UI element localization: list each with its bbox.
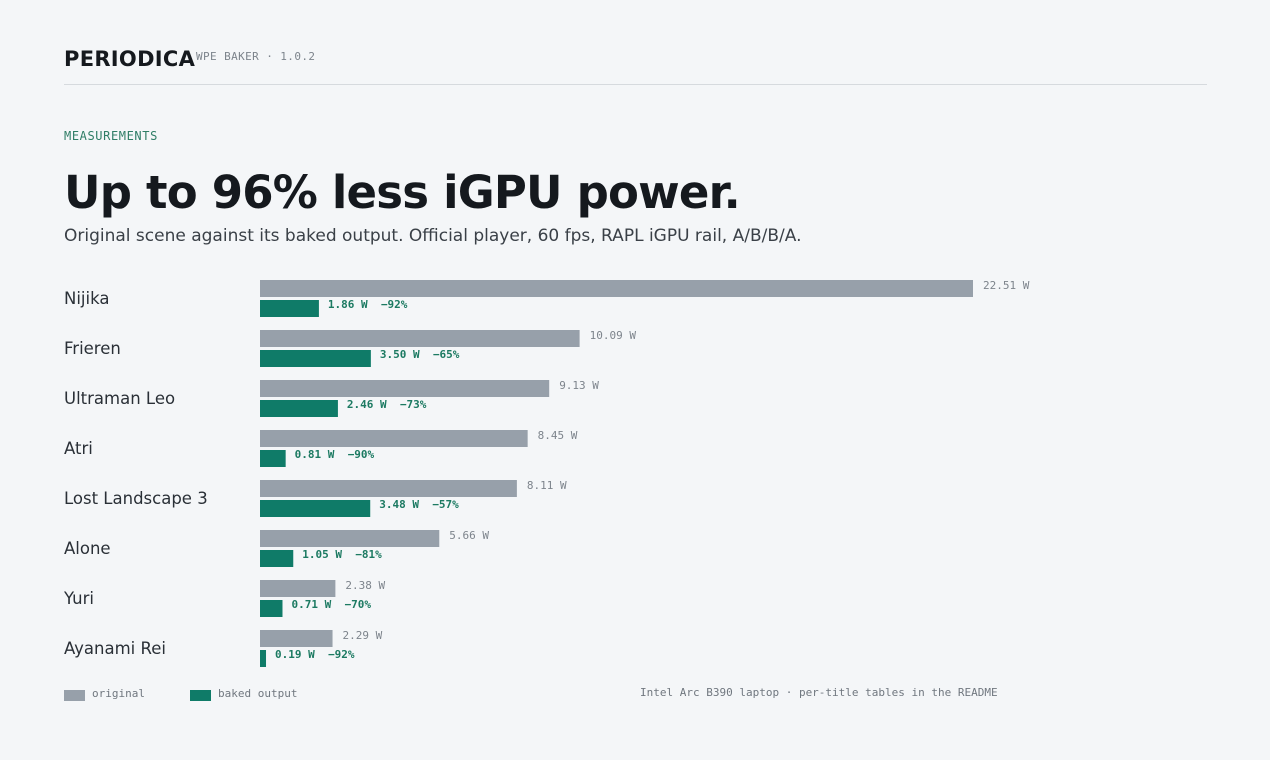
footnote: Intel Arc B390 laptop · per-title tables…: [640, 686, 998, 699]
bar-original: [260, 530, 440, 547]
bar-baked: [260, 500, 371, 517]
legend-swatch-baked: [190, 690, 211, 701]
category-label: Lost Landscape 3: [64, 489, 208, 508]
category-label: Nijika: [64, 289, 109, 308]
bar-original: [260, 480, 517, 497]
bar-baked: [260, 350, 371, 367]
bar-baked: [260, 400, 338, 417]
bar-baked: [260, 300, 319, 317]
value-label-baked: 1.86 W −92%: [328, 298, 408, 311]
value-label-baked: 0.19 W −92%: [275, 648, 355, 661]
bar-baked: [260, 650, 267, 667]
headline: Up to 96% less iGPU power.: [64, 166, 741, 219]
power-bar-chart: Nijika 22.51 W 1.86 W −92% Frieren 10.09 W 3.…: [63, 279, 1030, 667]
category-label: Atri: [64, 439, 93, 458]
legend-label-original: original: [92, 687, 145, 700]
legend-swatch-original: [64, 690, 85, 701]
subheadline: Original scene against its baked output.…: [64, 226, 802, 246]
value-label-baked: 0.71 W −70%: [291, 598, 371, 611]
value-label-original: 2.38 W: [345, 579, 385, 592]
bar-original: [260, 380, 550, 397]
bar-baked: [260, 550, 294, 567]
value-label-original: 9.13 W: [559, 379, 599, 392]
bar-original: [260, 580, 336, 597]
value-label-baked: 3.50 W −65%: [380, 348, 460, 361]
site-header: PERIODICA WPE BAKER · 1.0.2: [64, 44, 1207, 85]
category-label: Alone: [64, 539, 111, 558]
value-label-original: 5.66 W: [449, 529, 489, 542]
bar-baked: [260, 600, 283, 617]
value-label-baked: 3.48 W −57%: [379, 498, 459, 511]
bar-original: [260, 630, 333, 647]
value-label-original: 8.45 W: [538, 429, 578, 442]
section-eyebrow: MEASUREMENTS: [64, 129, 158, 143]
legend-original: original: [64, 686, 145, 701]
value-label-baked: 0.81 W −90%: [295, 448, 375, 461]
version-label: WPE BAKER · 1.0.2: [196, 50, 316, 63]
value-label-original: 2.29 W: [343, 629, 383, 642]
bar-original: [260, 280, 973, 297]
value-label-baked: 2.46 W −73%: [347, 398, 427, 411]
value-label-original: 10.09 W: [590, 329, 637, 342]
bar-baked: [260, 450, 286, 467]
category-label: Frieren: [64, 339, 121, 358]
value-label-baked: 1.05 W −81%: [302, 548, 382, 561]
legend-baked: baked output: [190, 686, 297, 701]
category-label: Ayanami Rei: [64, 639, 166, 658]
brand-logo[interactable]: PERIODICA: [64, 47, 196, 71]
bar-original: [260, 330, 580, 347]
value-label-original: 8.11 W: [527, 479, 567, 492]
bar-original: [260, 430, 528, 447]
category-label: Yuri: [63, 589, 94, 608]
category-label: Ultraman Leo: [64, 389, 175, 408]
legend-label-baked: baked output: [218, 687, 298, 700]
value-label-original: 22.51 W: [983, 279, 1030, 292]
